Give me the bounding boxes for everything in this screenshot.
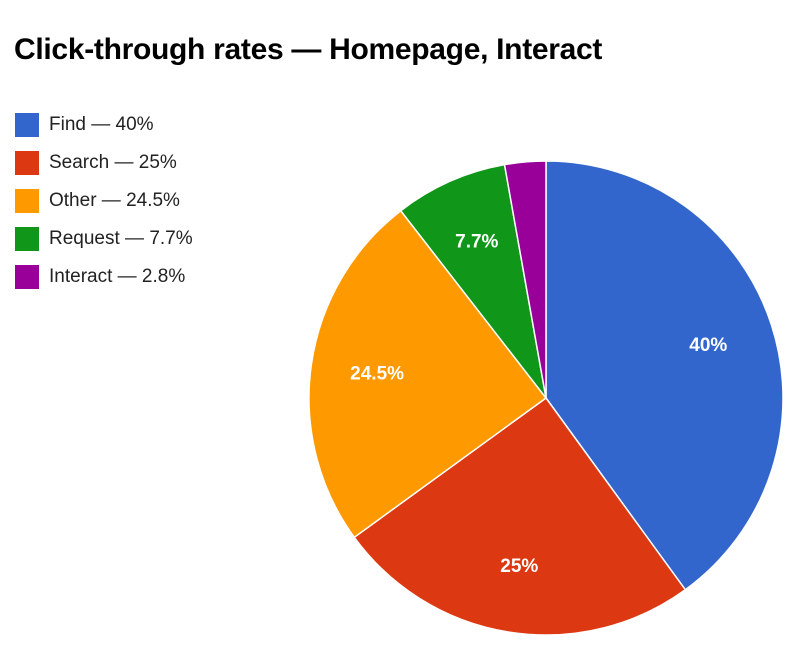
legend-label-search: Search — 25% bbox=[49, 152, 177, 173]
pie-slice-find[interactable] bbox=[545, 160, 784, 591]
legend-swatch-find bbox=[15, 113, 39, 137]
legend-item-other[interactable]: Other — 24.5% bbox=[15, 182, 193, 220]
slice-label-request: 7.7% bbox=[455, 232, 498, 253]
legend-label-find: Find — 40% bbox=[49, 114, 154, 135]
slice-label-find: 40% bbox=[689, 335, 727, 356]
legend-label-interact: Interact — 2.8% bbox=[49, 266, 186, 287]
legend-swatch-search bbox=[15, 151, 39, 175]
legend-item-find[interactable]: Find — 40% bbox=[15, 106, 193, 144]
pie-slice-interact[interactable] bbox=[503, 160, 547, 399]
chart-legend: Find — 40% Search — 25% Other — 24.5% Re… bbox=[15, 106, 193, 296]
legend-swatch-other bbox=[15, 189, 39, 213]
legend-swatch-request bbox=[15, 227, 39, 251]
legend-swatch-interact bbox=[15, 265, 39, 289]
legend-item-request[interactable]: Request — 7.7% bbox=[15, 220, 193, 258]
chart-title: Click-through rates — Homepage, Interact bbox=[14, 33, 603, 66]
pie-slice-labels: 40% 25% 24.5% 7.7% bbox=[350, 232, 727, 578]
legend-label-other: Other — 24.5% bbox=[49, 190, 180, 211]
pie-slice-search[interactable] bbox=[353, 396, 687, 636]
pie-slices bbox=[308, 160, 784, 636]
legend-item-interact[interactable]: Interact — 2.8% bbox=[15, 258, 193, 296]
pie-slice-other[interactable] bbox=[308, 209, 548, 539]
legend-label-request: Request — 7.7% bbox=[49, 228, 193, 249]
legend-item-search[interactable]: Search — 25% bbox=[15, 144, 193, 182]
slice-label-search: 25% bbox=[500, 556, 538, 577]
slice-label-other: 24.5% bbox=[350, 364, 404, 385]
pie-slice-request[interactable] bbox=[399, 163, 547, 399]
